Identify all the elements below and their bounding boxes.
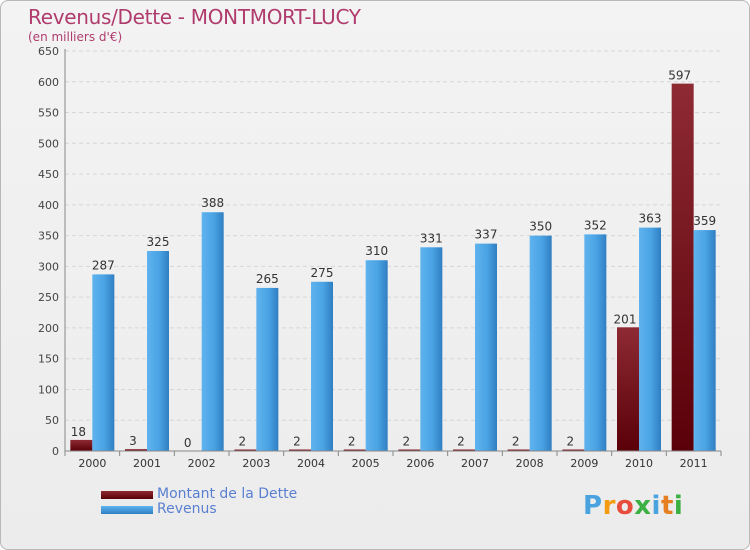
data-label-dette: 2 xyxy=(403,435,411,449)
data-label-dette: 201 xyxy=(614,312,637,326)
data-label-revenus: 352 xyxy=(584,218,607,232)
bar-revenus xyxy=(693,230,716,451)
x-tick-label: 2006 xyxy=(406,457,434,470)
bar-revenus xyxy=(584,234,607,451)
data-label-revenus: 275 xyxy=(311,266,334,280)
data-label-revenus: 325 xyxy=(147,235,170,249)
chart-title: Revenus/Dette - MONTMORT-LUCY xyxy=(28,5,361,29)
bar-revenus xyxy=(475,243,497,451)
data-label-dette: 597 xyxy=(668,69,691,83)
data-label-dette: 2 xyxy=(293,435,301,449)
data-label-revenus: 287 xyxy=(92,258,115,272)
legend-item-revenus: Revenus xyxy=(101,502,297,517)
x-tick-label: 2011 xyxy=(680,457,708,470)
bar-revenus xyxy=(256,287,279,451)
y-tick-label: 600 xyxy=(38,76,59,89)
legend-item-dette: Montant de la Dette xyxy=(101,487,297,502)
bar-revenus xyxy=(311,281,333,451)
y-tick-label: 150 xyxy=(38,353,59,366)
bar-dette xyxy=(507,449,530,451)
x-tick-label: 2007 xyxy=(461,457,489,470)
legend-label-dette: Montant de la Dette xyxy=(157,486,298,502)
x-tick-label: 2009 xyxy=(570,457,598,470)
x-tick-label: 2004 xyxy=(297,457,325,470)
y-tick-label: 450 xyxy=(38,168,59,181)
y-tick-label: 0 xyxy=(52,445,59,458)
bar-dette xyxy=(343,449,366,451)
data-label-revenus: 359 xyxy=(693,214,716,228)
x-tick-label: 2001 xyxy=(133,457,161,470)
logo-letter: x xyxy=(634,491,652,521)
legend-swatch-revenus xyxy=(101,505,153,514)
bar-dette xyxy=(70,439,93,451)
logo-letter: i xyxy=(651,491,661,521)
y-tick-label: 650 xyxy=(38,45,59,58)
x-tick-label: 2000 xyxy=(78,457,106,470)
data-label-dette: 2 xyxy=(348,435,356,449)
logo-letter: P xyxy=(583,491,603,521)
x-tick-label: 2008 xyxy=(516,457,544,470)
data-label-dette: 2 xyxy=(457,435,465,449)
bar-revenus xyxy=(420,247,443,451)
data-label-revenus: 363 xyxy=(639,212,662,226)
logo-letter: t xyxy=(660,491,674,521)
y-tick-label: 50 xyxy=(45,414,59,427)
data-label-dette: 2 xyxy=(567,435,575,449)
bar-revenus xyxy=(92,274,115,451)
y-tick-label: 550 xyxy=(38,107,59,120)
data-label-revenus: 265 xyxy=(256,272,279,286)
data-label-dette: 3 xyxy=(129,434,137,448)
x-tick-label: 2010 xyxy=(625,457,653,470)
x-tick-label: 2003 xyxy=(242,457,270,470)
logo-letter: r xyxy=(602,491,616,521)
bar-revenus xyxy=(529,235,552,451)
bar-dette xyxy=(234,449,257,451)
data-label-revenus: 331 xyxy=(420,231,443,245)
bar-dette xyxy=(671,83,694,451)
legend-swatch-dette xyxy=(101,490,153,499)
legend: Montant de la Dette Revenus xyxy=(101,487,297,517)
data-label-dette: 2 xyxy=(239,435,247,449)
data-label-revenus: 310 xyxy=(365,244,388,258)
y-tick-label: 250 xyxy=(38,291,59,304)
x-tick-label: 2002 xyxy=(188,457,216,470)
bar-dette xyxy=(289,449,311,451)
bar-dette xyxy=(453,449,475,451)
bar-dette xyxy=(617,327,639,451)
y-tick-label: 200 xyxy=(38,322,59,335)
legend-label-revenus: Revenus xyxy=(157,501,217,517)
y-tick-label: 300 xyxy=(38,260,59,273)
data-label-revenus: 337 xyxy=(475,228,498,242)
data-label-dette: 2 xyxy=(512,435,520,449)
data-label-revenus: 350 xyxy=(529,220,552,234)
proxiti-logo: Proxiti xyxy=(583,491,683,521)
data-label-dette: 0 xyxy=(184,436,192,450)
bar-revenus xyxy=(201,212,224,451)
bar-dette xyxy=(125,449,147,451)
y-tick-label: 400 xyxy=(38,199,59,212)
x-tick-label: 2005 xyxy=(352,457,380,470)
data-label-dette: 18 xyxy=(71,425,86,439)
bar-revenus xyxy=(147,251,169,451)
bar-dette xyxy=(562,449,585,451)
y-tick-label: 500 xyxy=(38,137,59,150)
bar-dette xyxy=(398,449,421,451)
bar-revenus xyxy=(365,260,388,451)
chart-subtitle: (en milliers d'€) xyxy=(28,30,123,44)
logo-letter: o xyxy=(615,491,635,521)
data-label-revenus: 388 xyxy=(201,196,224,210)
logo-letter: i xyxy=(673,491,684,521)
y-tick-label: 100 xyxy=(38,383,59,396)
bar-revenus xyxy=(639,227,661,451)
y-tick-label: 350 xyxy=(38,230,59,243)
